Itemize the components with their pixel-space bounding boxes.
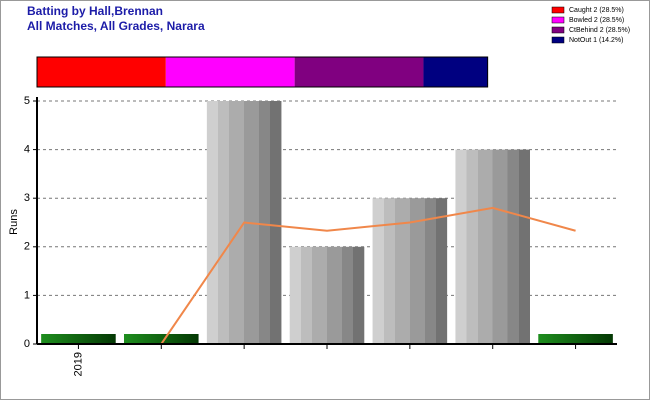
bar bbox=[124, 334, 199, 344]
dismissal-segment bbox=[37, 57, 166, 87]
y-axis-label: Runs bbox=[8, 209, 20, 235]
chart-title: Batting by Hall,Brennan bbox=[27, 4, 163, 18]
bar bbox=[455, 149, 530, 344]
y-tick-label: 3 bbox=[24, 192, 30, 204]
dismissal-frame bbox=[36, 56, 489, 88]
legend-label: Bowled 2 (28.5%) bbox=[569, 17, 624, 24]
legend-swatch bbox=[551, 16, 565, 24]
dismissal-segment bbox=[165, 57, 295, 87]
legend-label: CtBehind 2 (28.5%) bbox=[569, 27, 630, 34]
y-tick-label: 2 bbox=[24, 241, 30, 253]
y-tick-label: 1 bbox=[24, 289, 30, 301]
dismissal-segment bbox=[294, 57, 424, 87]
bar bbox=[289, 246, 365, 344]
bar bbox=[372, 198, 448, 344]
legend-label: Caught 2 (28.5%) bbox=[569, 7, 624, 14]
dismissal-segment bbox=[423, 57, 488, 87]
y-tick-label: 4 bbox=[24, 144, 30, 156]
legend-label: NotOut 1 (14.2%) bbox=[569, 37, 623, 44]
y-tick-label: 5 bbox=[24, 95, 30, 107]
bar bbox=[538, 334, 613, 344]
x-tick-label: 2019 bbox=[72, 352, 84, 376]
y-tick-label: 0 bbox=[24, 338, 30, 350]
legend-swatch bbox=[551, 6, 565, 14]
bar bbox=[41, 334, 116, 344]
legend-swatch bbox=[551, 26, 565, 34]
legend-swatch bbox=[551, 36, 565, 44]
chart-subtitle: All Matches, All Grades, Narara bbox=[27, 19, 205, 33]
